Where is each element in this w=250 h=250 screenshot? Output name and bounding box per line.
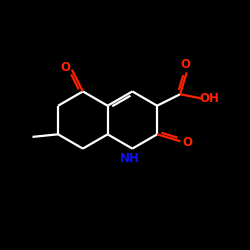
Text: O: O xyxy=(180,58,190,71)
Text: O: O xyxy=(60,61,70,74)
Text: OH: OH xyxy=(199,92,219,105)
Text: NH: NH xyxy=(120,152,140,164)
Text: O: O xyxy=(183,136,193,149)
